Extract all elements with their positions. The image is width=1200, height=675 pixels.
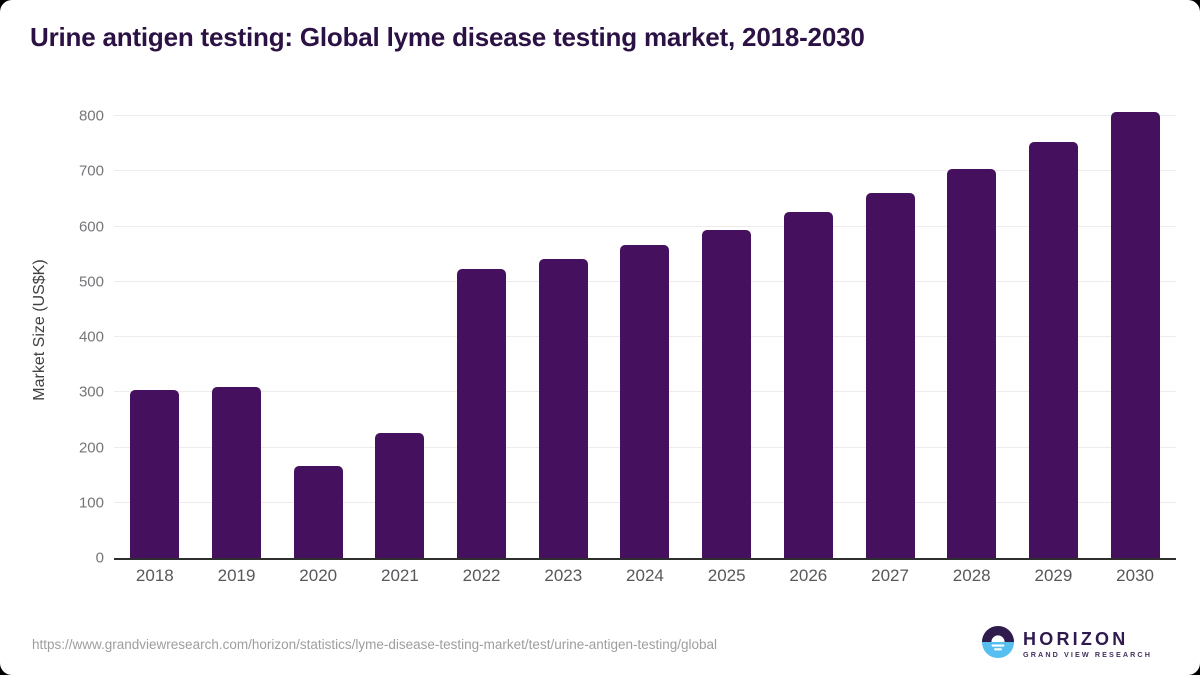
y-tick-label: 600 (78, 218, 104, 236)
bar-2020[interactable] (293, 466, 343, 558)
bars-row (114, 94, 1176, 558)
bar-slot (768, 94, 850, 558)
logo-wordmark: HORIZON (1023, 628, 1129, 649)
x-tick-label: 2021 (380, 566, 419, 585)
bar-slot (196, 94, 278, 558)
x-tick-label: 2028 (952, 566, 991, 585)
logo-subtitle: GRAND VIEW RESEARCH (1023, 649, 1152, 659)
bar-2026[interactable] (783, 212, 833, 558)
bar-2030[interactable] (1110, 111, 1160, 558)
chart-title: Urine antigen testing: Global lyme disea… (30, 22, 865, 52)
bar-slot (1094, 94, 1176, 558)
bar-2025[interactable] (702, 229, 752, 558)
x-tick-label: 2022 (462, 566, 501, 585)
y-tick-label: 500 (78, 273, 104, 291)
x-tick-label: 2026 (789, 566, 828, 585)
bar-slot (522, 94, 604, 558)
bar-2027[interactable] (865, 192, 915, 558)
y-tick-label: 400 (78, 328, 104, 346)
y-tick-label: 300 (78, 383, 104, 401)
gridline (114, 170, 1176, 172)
x-tick-label: 2027 (871, 566, 909, 585)
x-tick-label: 2019 (217, 566, 256, 585)
y-tick-label: 700 (78, 162, 104, 180)
bar-2022[interactable] (457, 269, 507, 558)
x-tick-label: 2018 (135, 566, 174, 585)
bar-slot (277, 94, 359, 558)
bar-slot (359, 94, 441, 558)
x-tick-label: 2024 (626, 566, 664, 585)
footer: https://www.grandviewresearch.com/horizo… (0, 613, 1200, 675)
bar-slot (1013, 94, 1095, 558)
y-tick-label: 200 (78, 439, 104, 457)
bar-2028[interactable] (947, 169, 997, 558)
sunset-horizon-icon (981, 625, 1015, 664)
y-tick-label: 800 (78, 107, 104, 125)
bar-2018[interactable] (130, 389, 180, 558)
y-axis-ticks: 0 100 200 300 400 500 600 700 800 (0, 94, 104, 567)
bar-2024[interactable] (620, 245, 670, 558)
bar-slot (849, 94, 931, 558)
bar-2023[interactable] (538, 258, 588, 558)
gridline (114, 115, 1176, 117)
bar-2019[interactable] (212, 386, 262, 558)
bar-slot (604, 94, 686, 558)
x-axis-labels: 2018 2019 2020 2021 2022 2023 2024 2025 2026 2027… (114, 566, 1176, 586)
bar-slot (114, 94, 196, 558)
x-tick-label: 2025 (707, 566, 746, 585)
x-tick-label: 2023 (544, 566, 583, 585)
bar-slot (686, 94, 768, 558)
bar-2029[interactable] (1028, 142, 1078, 558)
bar-slot (931, 94, 1013, 558)
bar-2021[interactable] (375, 432, 425, 558)
horizon-logo: HORIZON GRAND VIEW RESEARCH (981, 625, 1152, 664)
y-tick-label: 100 (78, 494, 104, 512)
source-url: https://www.grandviewresearch.com/horizo… (32, 636, 718, 652)
logo-text: HORIZON GRAND VIEW RESEARCH (1023, 630, 1152, 658)
plot-area (114, 94, 1176, 560)
x-tick-label: 2020 (299, 566, 338, 585)
x-tick-label: 2029 (1034, 566, 1073, 585)
x-tick-label: 2030 (1116, 566, 1154, 585)
gridline (114, 225, 1176, 227)
bar-slot (441, 94, 523, 558)
y-tick-label: 0 (95, 549, 104, 567)
